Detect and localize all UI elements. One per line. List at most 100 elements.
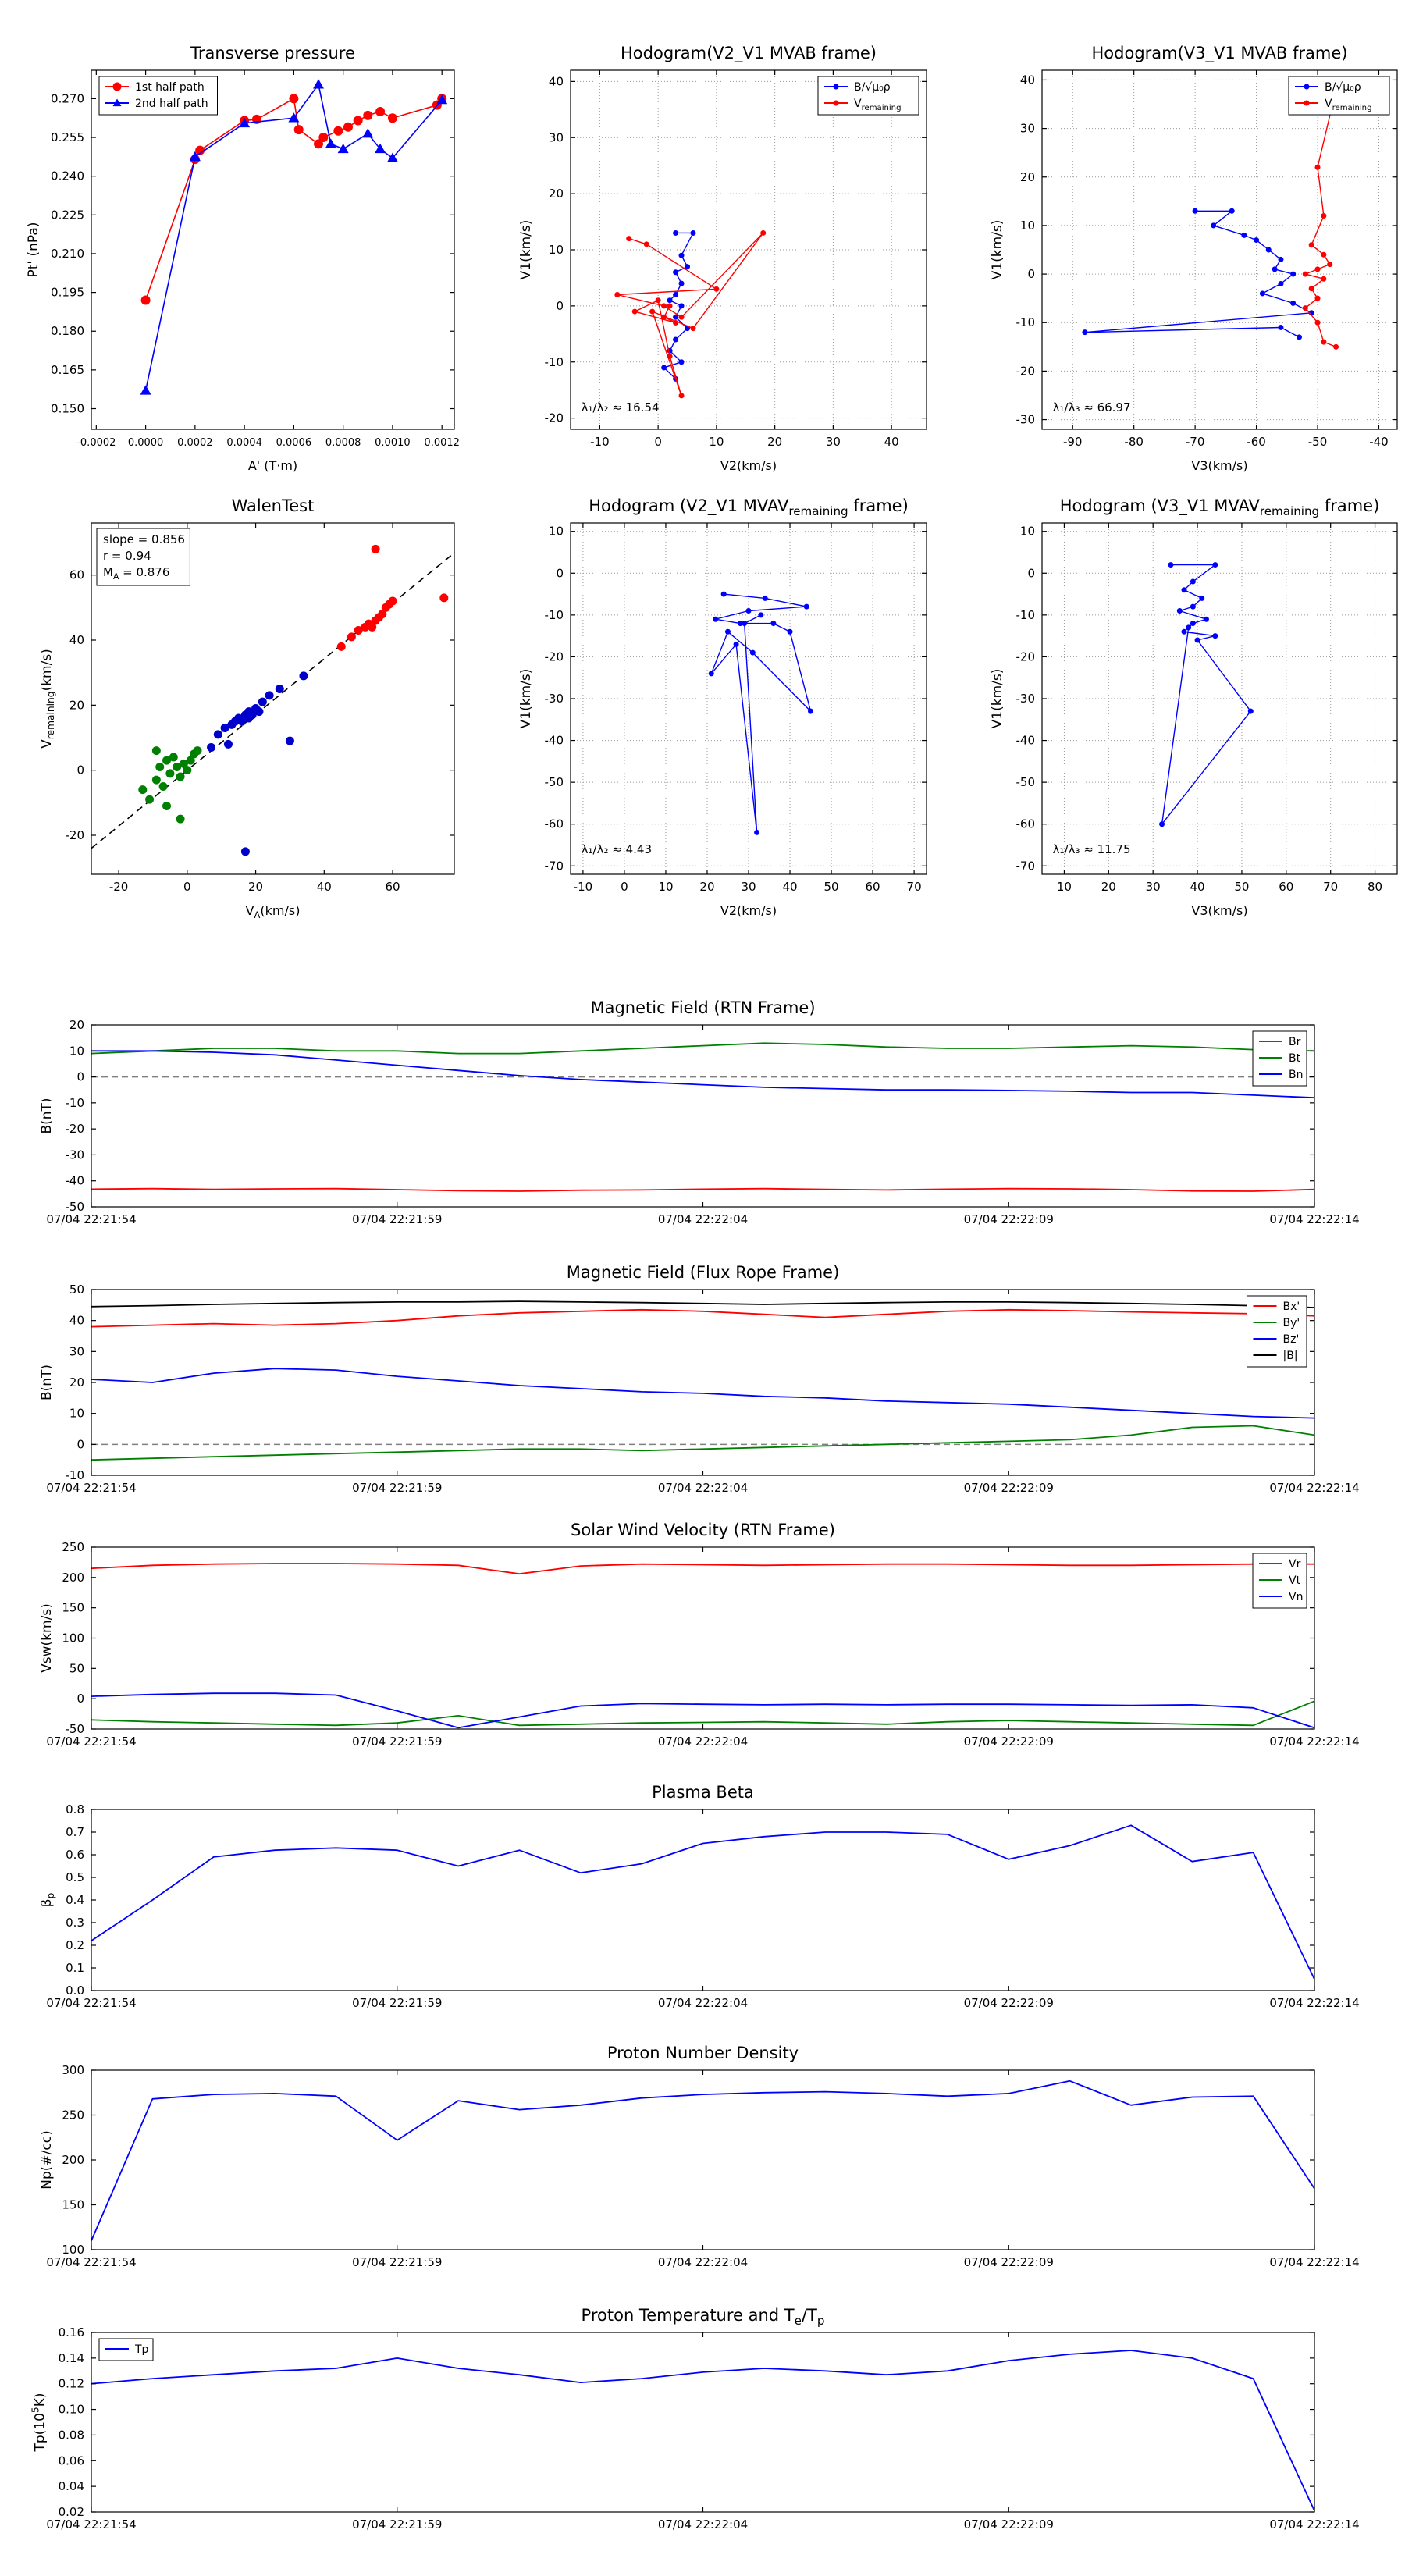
annotation: λ₁/λ₂ ≈ 16.54 xyxy=(582,400,660,415)
svg-text:r = 0.94: r = 0.94 xyxy=(103,549,151,563)
svg-text:150: 150 xyxy=(62,2198,84,2212)
svg-text:-10: -10 xyxy=(66,1096,85,1110)
svg-text:0.5: 0.5 xyxy=(66,1870,84,1884)
svg-text:250: 250 xyxy=(62,2108,84,2122)
chart-title-hodogram-v2-v1-mvav: Hodogram (V2_V1 MVAVremaining frame) xyxy=(589,496,909,519)
svg-text:40: 40 xyxy=(549,74,564,88)
chart-plasma-beta: 07/04 22:21:54 07/04 22:21:59 07/04 22:22:… xyxy=(39,1802,1359,2010)
annotation: λ₁/λ₃ ≈ 11.75 xyxy=(1053,842,1131,856)
svg-text:10: 10 xyxy=(1020,525,1035,539)
series-B xyxy=(663,232,694,379)
svg-text:20: 20 xyxy=(69,1018,84,1032)
chart-title-transverse-pressure: Transverse pressure xyxy=(190,44,355,62)
svg-text:B/√μ₀ρ: B/√μ₀ρ xyxy=(854,81,891,94)
svg-text:250: 250 xyxy=(62,1540,84,1554)
svg-text:07/04 22:22:14: 07/04 22:22:14 xyxy=(1269,1996,1359,2010)
svg-text:-10: -10 xyxy=(66,1468,85,1482)
svg-text:0.04: 0.04 xyxy=(59,2479,84,2493)
svg-text:Tp: Tp xyxy=(134,2343,149,2356)
svg-text:Vn: Vn xyxy=(1289,1591,1303,1603)
y-axis-label: Pt' (nPa) xyxy=(26,222,41,278)
svg-text:Br: Br xyxy=(1289,1036,1301,1048)
chart-magnetic-field-flux-rope: 07/04 22:21:54 07/04 22:21:59 07/04 22:22:… xyxy=(39,1283,1359,1495)
svg-text:10: 10 xyxy=(658,880,673,894)
svg-text:-50: -50 xyxy=(66,1722,85,1736)
svg-text:07/04 22:22:14: 07/04 22:22:14 xyxy=(1269,1212,1359,1226)
svg-text:0: 0 xyxy=(183,880,191,894)
svg-text:20: 20 xyxy=(69,698,84,712)
svg-text:-0.0002: -0.0002 xyxy=(76,437,116,449)
svg-text:|B|: |B| xyxy=(1283,1350,1298,1362)
y-axis-label: V1(km/s) xyxy=(518,220,534,280)
svg-text:0: 0 xyxy=(1027,267,1035,281)
svg-text:20: 20 xyxy=(699,880,714,894)
svg-text:-40: -40 xyxy=(1016,734,1036,748)
svg-text:300: 300 xyxy=(62,2063,84,2077)
svg-text:0.08: 0.08 xyxy=(59,2428,84,2442)
svg-text:07/04 22:22:04: 07/04 22:22:04 xyxy=(658,1481,748,1495)
svg-text:07/04 22:22:09: 07/04 22:22:09 xyxy=(964,2517,1054,2532)
svg-text:100: 100 xyxy=(62,2243,84,2257)
svg-text:07/04 22:22:09: 07/04 22:22:09 xyxy=(964,1212,1054,1226)
svg-text:-10: -10 xyxy=(545,355,564,369)
svg-text:150: 150 xyxy=(62,1601,84,1615)
svg-text:07/04 22:21:54: 07/04 22:21:54 xyxy=(46,1212,136,1226)
svg-text:60: 60 xyxy=(866,880,880,894)
series-1st half path xyxy=(144,98,443,301)
svg-text:07/04 22:22:14: 07/04 22:22:14 xyxy=(1269,1735,1359,1749)
svg-text:07/04 22:21:59: 07/04 22:21:59 xyxy=(352,1996,442,2010)
svg-text:-20: -20 xyxy=(545,649,564,664)
y-axis-label: V1(km/s) xyxy=(518,669,534,729)
svg-text:Bt: Bt xyxy=(1289,1052,1301,1065)
svg-text:-60: -60 xyxy=(1247,435,1266,449)
svg-text:10: 10 xyxy=(69,1407,84,1421)
y-axis-label: Vremaining​(km/s) xyxy=(39,649,56,749)
series-V path xyxy=(1161,564,1251,825)
svg-text:0: 0 xyxy=(76,1070,84,1084)
y-axis-label: V1(km/s) xyxy=(990,669,1005,729)
svg-text:60: 60 xyxy=(385,880,400,894)
svg-text:0.180: 0.180 xyxy=(51,324,84,338)
svg-text:30: 30 xyxy=(69,1344,84,1358)
svg-text:0.0000: 0.0000 xyxy=(128,437,164,449)
svg-text:20: 20 xyxy=(248,880,263,894)
svg-text:10: 10 xyxy=(549,243,564,257)
svg-text:60: 60 xyxy=(1279,880,1293,894)
svg-text:-30: -30 xyxy=(1016,692,1036,706)
chart-walen-test: -20 0 20 40 60 -20 0 20 40 60 VA​(km/s) Vremaining​… xyxy=(39,522,455,920)
x-axis-label: A' (T·m) xyxy=(248,458,297,473)
svg-text:80: 80 xyxy=(1368,880,1382,894)
svg-text:-30: -30 xyxy=(66,1147,85,1162)
svg-text:07/04 22:22:04: 07/04 22:22:04 xyxy=(658,1735,748,1749)
series-B xyxy=(1084,210,1312,338)
svg-text:Vr: Vr xyxy=(1289,1558,1301,1571)
series-V path xyxy=(710,593,812,834)
svg-text:-20: -20 xyxy=(66,1122,85,1136)
svg-text:30: 30 xyxy=(549,130,564,144)
svg-text:07/04 22:21:59: 07/04 22:21:59 xyxy=(352,1735,442,1749)
series-By' xyxy=(91,1425,1315,1461)
svg-text:-20: -20 xyxy=(66,828,85,842)
chart-hodogram-v3-v1-mvav: 10 20 30 40 50 60 70 80 -70 -60 -50 -40 -30 -20 -10 0 10… xyxy=(990,522,1398,918)
svg-text:0.0012: 0.0012 xyxy=(424,437,460,449)
svg-text:0.0004: 0.0004 xyxy=(226,437,262,449)
svg-text:40: 40 xyxy=(1020,73,1035,87)
svg-text:50: 50 xyxy=(69,1661,84,1675)
annotation: λ₁/λ₃ ≈ 66.97 xyxy=(1053,400,1131,415)
svg-text:07/04 22:21:54: 07/04 22:21:54 xyxy=(46,1735,136,1749)
svg-text:Bn: Bn xyxy=(1289,1069,1303,1081)
svg-text:0.195: 0.195 xyxy=(51,286,84,300)
chart-title-solar-wind-velocity: Solar Wind Velocity (RTN Frame) xyxy=(571,1521,835,1539)
svg-text:20: 20 xyxy=(767,435,782,449)
svg-text:-70: -70 xyxy=(1186,435,1205,449)
svg-text:0.06: 0.06 xyxy=(59,2453,84,2467)
svg-text:0.0010: 0.0010 xyxy=(375,437,411,449)
svg-text:70: 70 xyxy=(1323,880,1338,894)
svg-text:-60: -60 xyxy=(1016,817,1036,831)
x-axis-label: V2(km/s) xyxy=(720,458,777,473)
y-axis-label: B(nT) xyxy=(39,1364,55,1400)
svg-text:70: 70 xyxy=(907,880,922,894)
svg-text:0.4: 0.4 xyxy=(66,1893,84,1907)
svg-text:50: 50 xyxy=(69,1283,84,1297)
